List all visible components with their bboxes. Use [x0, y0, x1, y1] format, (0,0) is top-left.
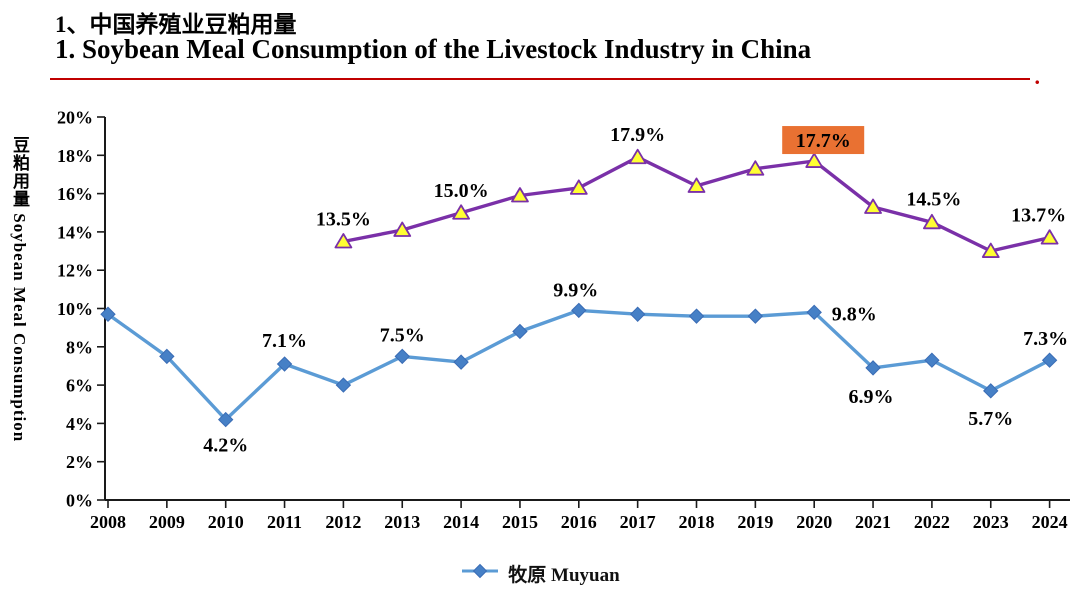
legend: 牧原 Muyuan — [0, 560, 1080, 587]
y-axis: 20% 18% 16% 14% 12% 10% 8% 6% 4% 2% 0% — [57, 108, 106, 511]
x-tick-label: 2023 — [973, 512, 1009, 532]
industry-series: 13.5% 15.0% 17.9% 17.7% 14.5% 13.7% — [316, 124, 1066, 258]
muyuan-marker — [806, 304, 822, 321]
industry-marker — [746, 160, 765, 176]
y-tick-label: 10% — [57, 299, 93, 319]
industry-marker — [687, 177, 706, 193]
muyuan-marker — [924, 352, 940, 368]
muyuan-marker — [747, 308, 764, 324]
x-tick-label: 2019 — [737, 512, 773, 532]
y-axis-title: 豆粕用量 Soybean Meal Consumption — [10, 136, 29, 443]
muyuan-data-label: 5.7% — [968, 408, 1013, 430]
industry-marker — [628, 148, 647, 165]
x-tick-label: 2010 — [208, 512, 244, 532]
x-tick-label: 2008 — [90, 512, 126, 532]
y-tick-label: 20% — [57, 108, 93, 128]
muyuan-marker — [571, 302, 587, 319]
x-tick-label: 2024 — [1032, 512, 1068, 532]
x-tick-label: 2012 — [325, 512, 361, 532]
x-tick-label: 2015 — [502, 512, 538, 532]
muyuan-marker — [688, 308, 705, 324]
muyuan-marker — [335, 377, 352, 393]
muyuan-marker — [512, 323, 528, 340]
y-tick-label: 12% — [57, 261, 93, 281]
industry-marker — [864, 198, 882, 214]
y-tick-label: 4% — [66, 414, 93, 434]
industry-data-label: 13.7% — [1011, 205, 1066, 227]
industry-data-label: 13.5% — [316, 208, 371, 230]
muyuan-marker — [983, 383, 999, 399]
muyuan-data-label: 9.9% — [553, 279, 598, 301]
title-english: 1. Soybean Meal Consumption of the Lives… — [55, 34, 812, 64]
industry-marker — [569, 179, 588, 195]
underline-dot: . — [1034, 64, 1041, 89]
muyuan-data-label: 7.5% — [380, 324, 425, 346]
title-underline: . — [50, 64, 1040, 89]
industry-marker — [805, 152, 824, 168]
industry-marker — [1040, 229, 1059, 245]
x-axis: 2008 2009 2010 2011 2012 2013 2014 2015 2016 2017… — [90, 499, 1070, 532]
muyuan-series: 4.2% 7.1% 7.5% 9.9% 9.8% 6.9% 5.7% 7.3% — [100, 279, 1068, 457]
x-tick-label: 2009 — [149, 512, 185, 532]
muyuan-marker — [865, 360, 881, 376]
muyuan-data-label: 9.8% — [832, 303, 877, 325]
x-tick-label: 2011 — [267, 512, 302, 532]
industry-data-label: 17.7% — [796, 130, 851, 152]
muyuan-marker — [453, 354, 469, 370]
muyuan-data-label: 7.1% — [262, 330, 307, 352]
y-tick-label: 8% — [66, 337, 93, 357]
x-tick-label: 2021 — [855, 512, 891, 532]
x-tick-label: 2018 — [679, 512, 715, 532]
muyuan-legend-marker — [460, 563, 500, 584]
industry-marker — [452, 204, 470, 220]
industry-marker — [511, 187, 529, 203]
y-tick-label: 16% — [57, 184, 93, 204]
legend-label: 牧原 Muyuan — [508, 565, 620, 586]
industry-marker — [981, 242, 1000, 258]
muyuan-data-label: 7.3% — [1023, 328, 1068, 350]
x-tick-label: 2020 — [796, 512, 832, 532]
muyuan-marker — [159, 348, 175, 365]
industry-marker — [393, 221, 412, 237]
muyuan-line — [107, 308, 1051, 422]
x-tick-label: 2014 — [443, 512, 479, 532]
x-tick-label: 2022 — [914, 512, 950, 532]
highlight-box — [782, 126, 865, 155]
muyuan-marker — [629, 306, 646, 322]
muyuan-marker — [276, 356, 293, 372]
y-tick-label: 18% — [57, 146, 93, 166]
title-chinese: 1、中国养殖业豆粕用量 — [55, 12, 297, 37]
industry-data-label: 14.5% — [906, 188, 961, 210]
y-tick-label: 14% — [57, 222, 93, 242]
y-tick-label: 6% — [66, 376, 93, 396]
y-tick-label: 0% — [66, 491, 93, 511]
muyuan-marker — [217, 411, 234, 428]
x-tick-label: 2013 — [384, 512, 420, 532]
industry-data-label: 17.9% — [610, 124, 665, 146]
muyuan-data-label: 6.9% — [849, 386, 894, 408]
x-tick-label: 2016 — [561, 512, 597, 532]
industry-marker — [334, 233, 353, 249]
legend-marker-icon — [462, 563, 499, 579]
muyuan-marker — [100, 306, 116, 322]
muyuan-data-label: 4.2% — [203, 435, 248, 457]
industry-data-label: 15.0% — [434, 180, 489, 202]
muyuan-marker — [394, 348, 410, 365]
industry-marker — [923, 213, 941, 230]
y-tick-label: 2% — [66, 452, 93, 472]
muyuan-marker — [1041, 352, 1058, 368]
x-tick-label: 2017 — [620, 512, 656, 532]
